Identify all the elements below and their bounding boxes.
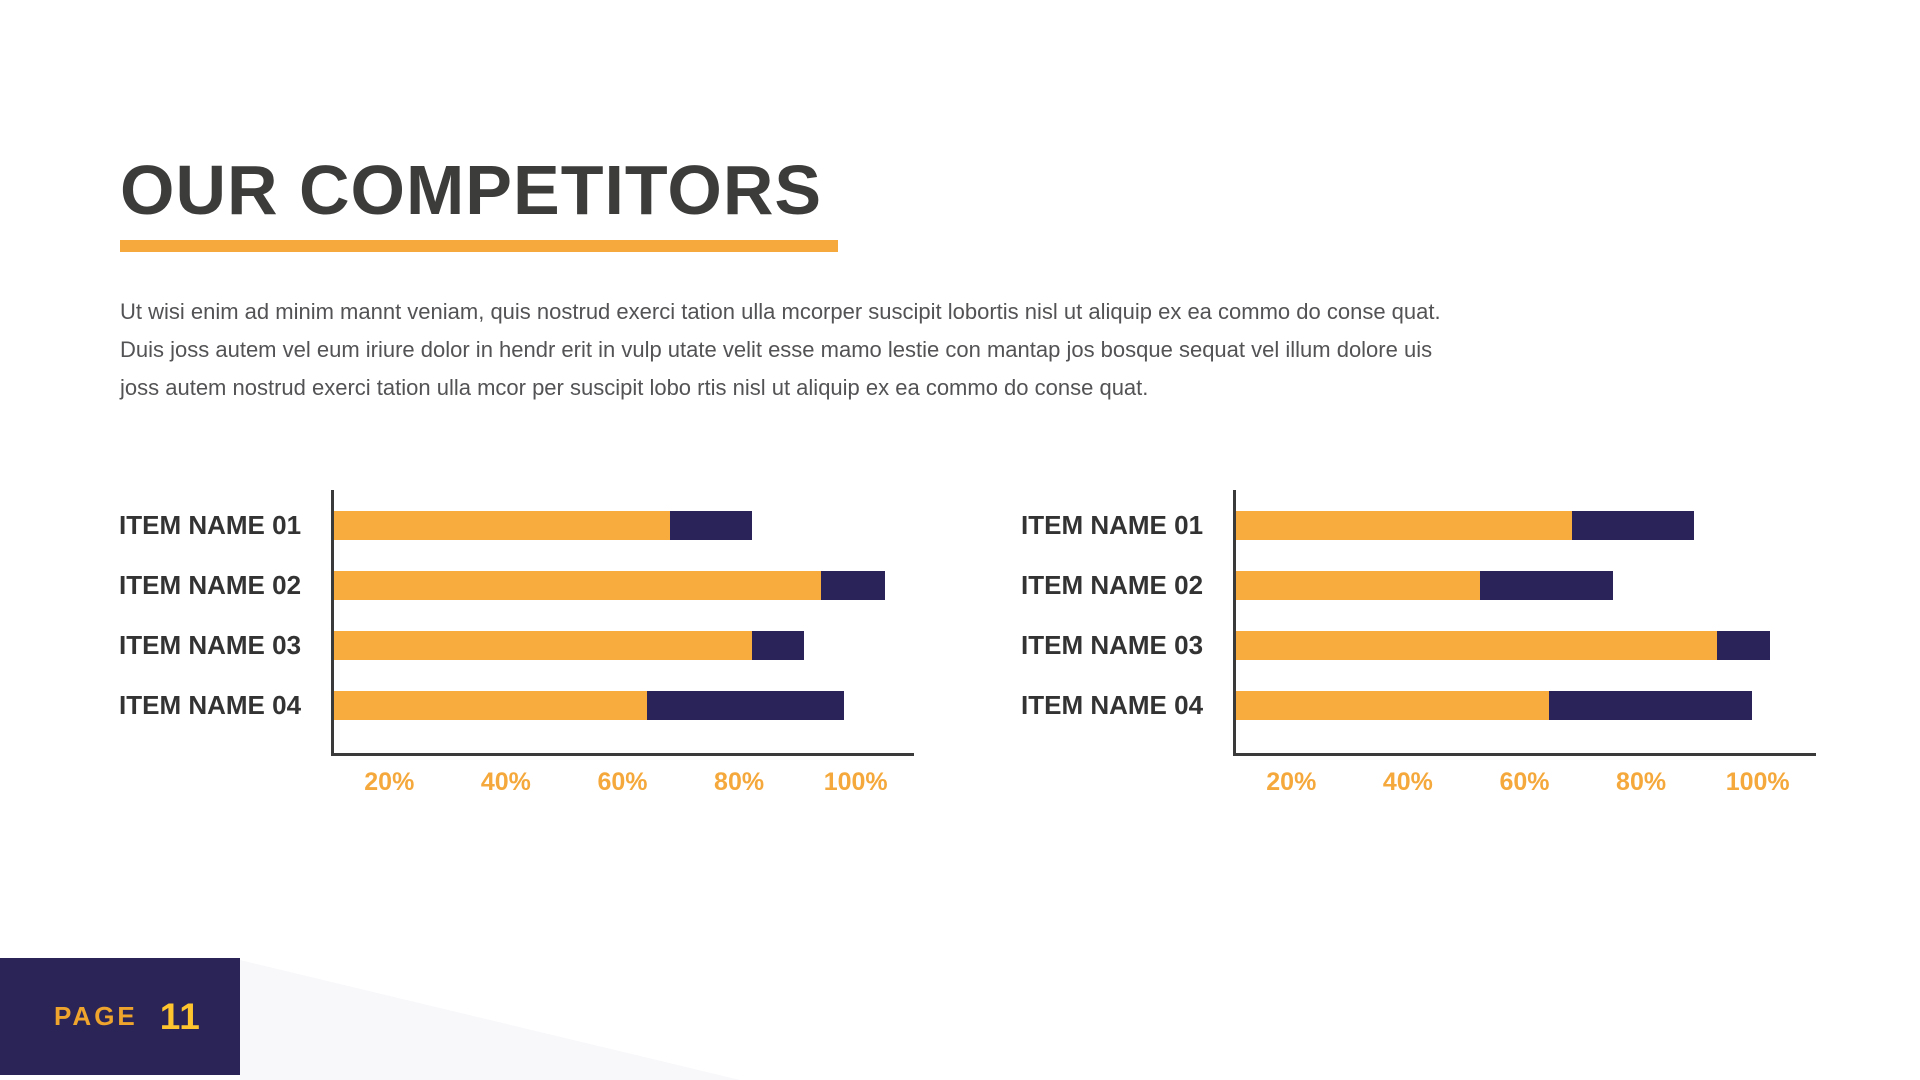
page-label: PAGE <box>54 1001 138 1031</box>
bar-segment-orange <box>1236 691 1550 720</box>
bar-segment-orange <box>334 571 822 600</box>
x-tick-label: 100% <box>1725 768 1790 796</box>
category-labels: ITEM NAME 01 ITEM NAME 02 ITEM NAME 03 ITEM… <box>119 490 324 753</box>
paragraph-line: joss autem nostrud exerci tation ulla mc… <box>120 375 1149 400</box>
x-tick-label: 20% <box>364 768 415 796</box>
bar-segment-orange <box>1236 511 1573 540</box>
stacked-bar <box>1236 571 1816 600</box>
bar-segment-navy <box>670 511 752 540</box>
page-number-badge: PAGE 11 <box>0 958 240 1075</box>
paragraph-line: Duis joss autem vel eum iriure dolor in … <box>120 337 1433 362</box>
category-label: ITEM NAME 01 <box>119 510 302 540</box>
category-label: ITEM NAME 02 <box>1021 570 1204 600</box>
category-label: ITEM NAME 03 <box>1021 630 1204 660</box>
x-axis-ticks: 20% 40% 60% 80% 100% <box>331 768 914 797</box>
stacked-bar <box>1236 631 1816 660</box>
x-tick-label: 60% <box>1499 768 1550 796</box>
bar-segment-navy <box>821 571 885 600</box>
category-label: ITEM NAME 04 <box>119 690 302 720</box>
title-underline <box>120 240 838 252</box>
stacked-bar <box>334 511 914 540</box>
x-tick-label: 40% <box>1382 768 1433 796</box>
x-tick-label: 20% <box>1266 768 1317 796</box>
plot-area <box>1233 490 1816 756</box>
bar-chart-right: ITEM NAME 01 ITEM NAME 02 ITEM NAME 03 ITEM… <box>1021 490 1821 800</box>
bar-segment-navy <box>751 631 804 660</box>
bar-segment-navy <box>647 691 845 720</box>
category-label: ITEM NAME 04 <box>1021 690 1204 720</box>
bar-segment-orange <box>334 511 671 540</box>
bar-segment-navy <box>1549 691 1753 720</box>
x-tick-label: 80% <box>1616 768 1667 796</box>
bar-segment-orange <box>334 691 648 720</box>
x-tick-label: 40% <box>480 768 531 796</box>
category-label: ITEM NAME 02 <box>119 570 302 600</box>
category-label: ITEM NAME 03 <box>119 630 302 660</box>
bar-segment-orange <box>1236 631 1718 660</box>
bar-segment-navy <box>1572 511 1695 540</box>
category-label: ITEM NAME 01 <box>1021 510 1204 540</box>
plot-area <box>331 490 914 756</box>
stacked-bar <box>334 571 914 600</box>
bar-segment-navy <box>1717 631 1770 660</box>
stacked-bar <box>334 691 914 720</box>
bar-segment-orange <box>334 631 752 660</box>
stacked-bar <box>1236 691 1816 720</box>
x-tick-label: 80% <box>714 768 765 796</box>
bar-chart-left: ITEM NAME 01 ITEM NAME 02 ITEM NAME 03 ITEM… <box>119 490 919 800</box>
stacked-bar <box>334 631 914 660</box>
stacked-bar <box>1236 511 1816 540</box>
x-tick-label: 100% <box>823 768 888 796</box>
page-title: OUR COMPETITORS <box>120 151 823 229</box>
page-number: 11 <box>159 995 201 1037</box>
x-tick-label: 60% <box>597 768 648 796</box>
decorative-triangle <box>240 960 740 1080</box>
body-paragraph: Ut wisi enim ad minim mannt veniam, quis… <box>120 293 1820 407</box>
paragraph-line: Ut wisi enim ad minim mannt veniam, quis… <box>120 299 1441 324</box>
bar-segment-navy <box>1479 571 1613 600</box>
x-axis-ticks: 20% 40% 60% 80% 100% <box>1233 768 1816 797</box>
bar-segment-orange <box>1236 571 1480 600</box>
category-labels: ITEM NAME 01 ITEM NAME 02 ITEM NAME 03 ITEM… <box>1021 490 1226 753</box>
